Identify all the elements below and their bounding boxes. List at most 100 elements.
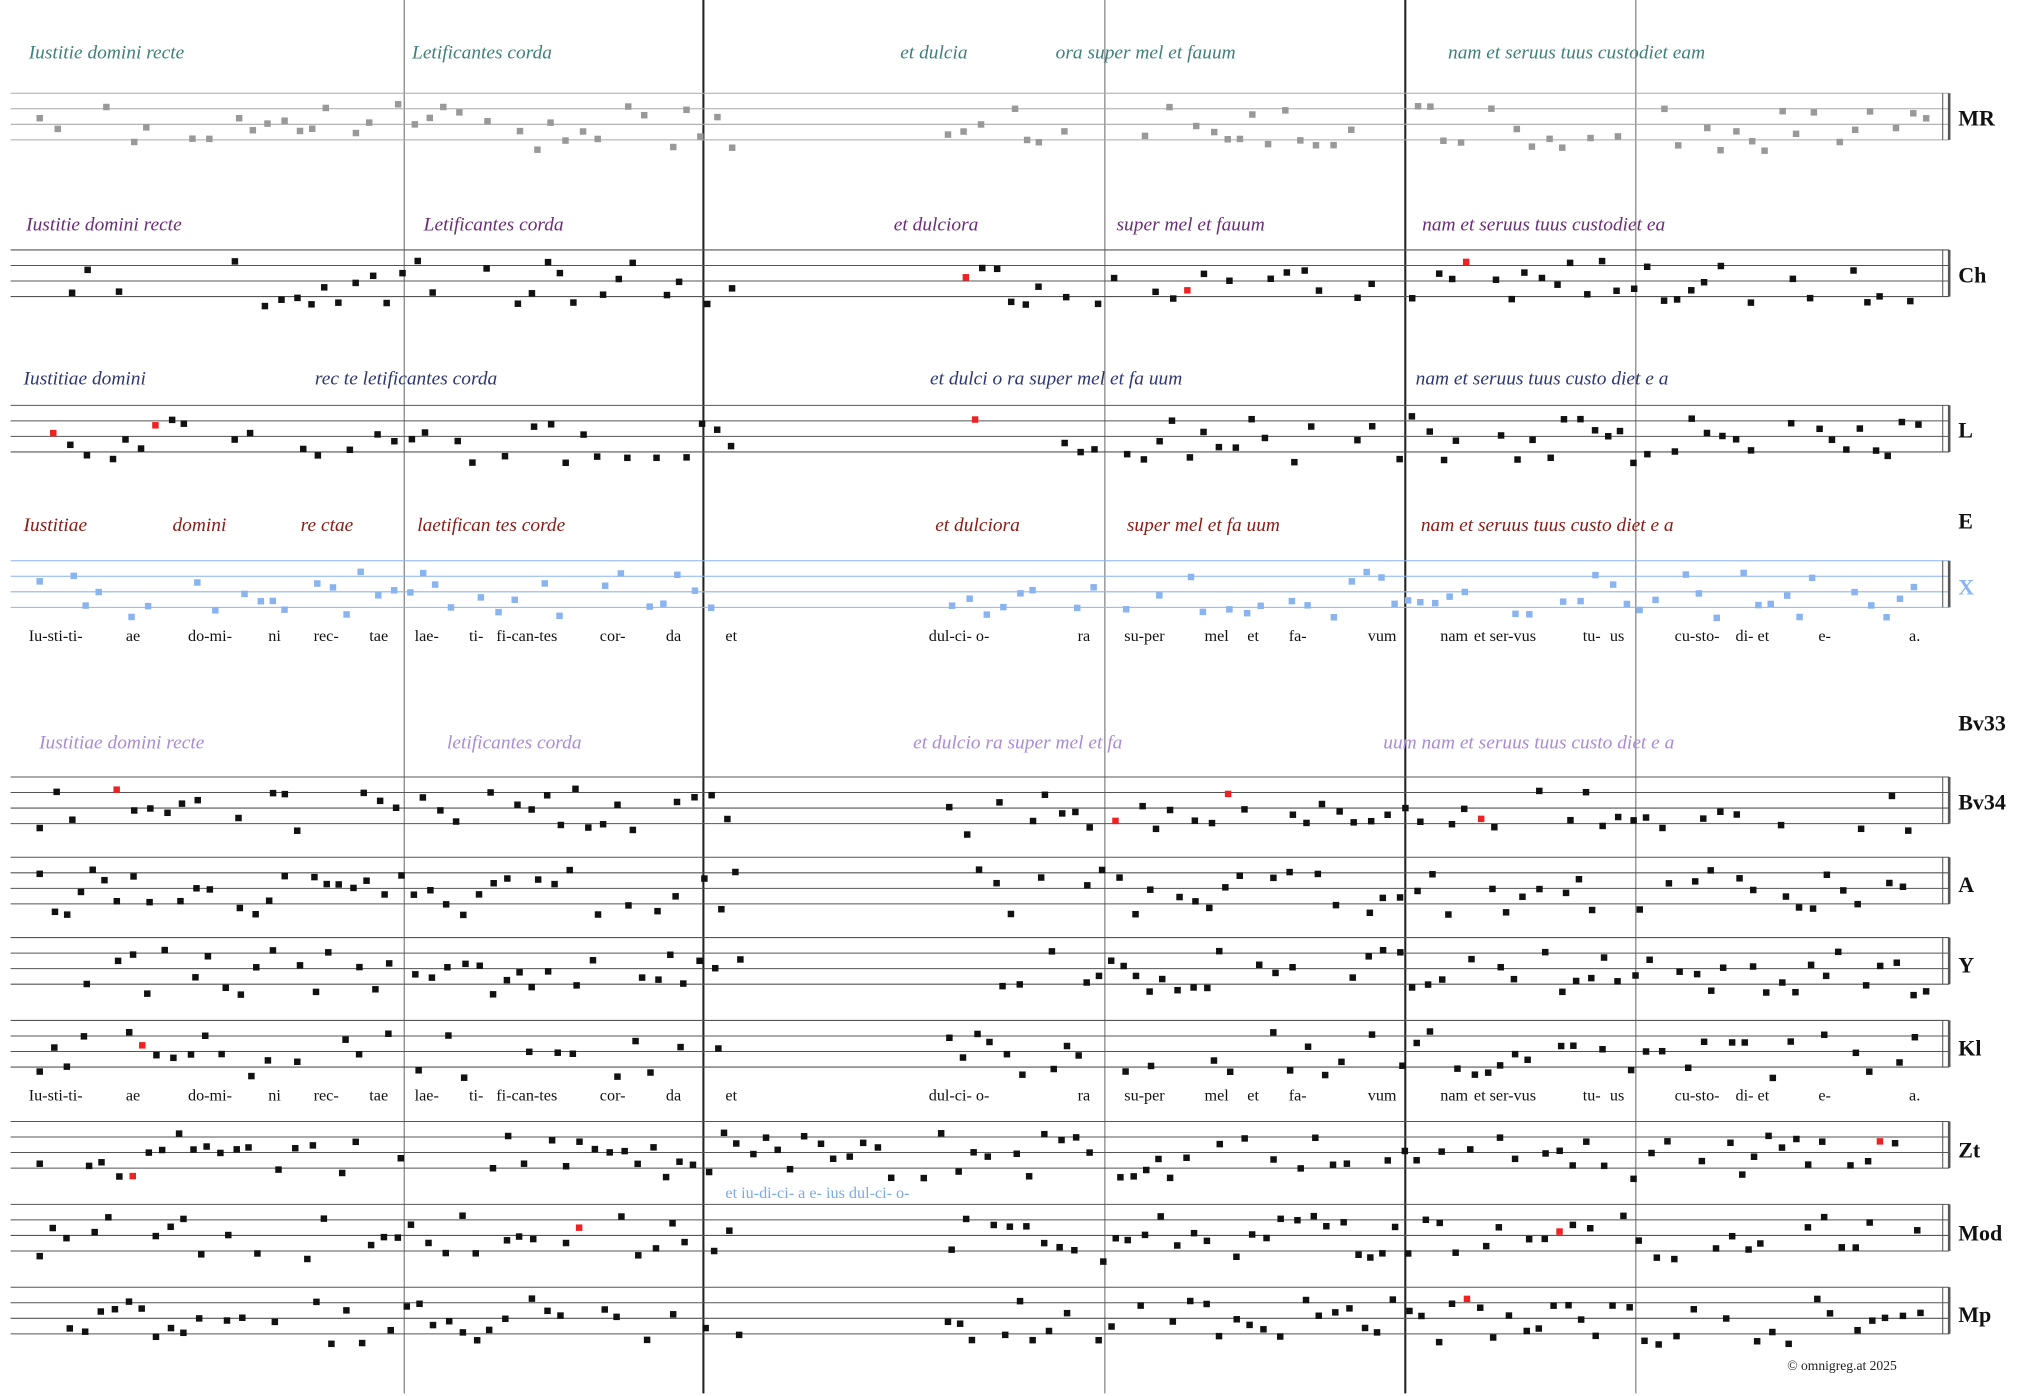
neume: [239, 1314, 246, 1321]
neume: [1688, 287, 1695, 294]
neume: [1318, 800, 1326, 808]
neume: [683, 454, 690, 461]
neume: [1911, 1033, 1919, 1041]
neume: [281, 790, 289, 798]
neume: [170, 1054, 177, 1062]
neume: [1505, 1312, 1513, 1319]
neume: [1224, 136, 1231, 143]
neume: [1605, 433, 1612, 440]
lyric-syllable: tae: [369, 628, 388, 645]
neume: [511, 596, 518, 604]
neume: [1286, 868, 1293, 876]
neume: [1700, 815, 1707, 822]
neume: [241, 590, 248, 598]
neume: [948, 602, 956, 609]
neume: [1747, 447, 1755, 454]
neume: [116, 1173, 123, 1180]
neume: [1157, 1213, 1164, 1220]
neume: [662, 1173, 670, 1181]
neume: [1233, 1253, 1240, 1261]
neume: [1712, 1245, 1720, 1252]
neume: [356, 963, 363, 971]
neume: [128, 613, 135, 621]
neume: [1482, 1242, 1490, 1250]
neume: [429, 289, 436, 296]
neume: [1852, 1049, 1860, 1057]
neume: [1676, 968, 1683, 975]
neume: [615, 275, 623, 283]
neume: [1884, 452, 1891, 460]
neume: [445, 1032, 452, 1039]
neume: [1445, 911, 1452, 918]
neume: [164, 809, 171, 817]
neume: [352, 129, 360, 137]
neume: [158, 1146, 166, 1154]
neume: [1565, 1301, 1572, 1309]
neume: [670, 143, 677, 151]
neume: [1363, 568, 1370, 576]
lyric-syllable: mel: [1205, 1088, 1230, 1105]
neume: [385, 960, 393, 967]
neume: [1769, 1074, 1777, 1082]
handwritten-text: nam et seruus tuus custodiet eam: [1448, 42, 1705, 63]
neume: [1029, 586, 1036, 594]
neume: [1107, 957, 1115, 964]
neume: [1216, 947, 1223, 955]
neume: [1922, 988, 1930, 995]
neume: [669, 1311, 677, 1318]
neume: [70, 572, 77, 580]
neume: [1896, 595, 1904, 602]
neume: [1658, 1047, 1666, 1055]
neume: [1536, 787, 1543, 795]
neume: [1814, 1295, 1821, 1303]
neume: [1526, 611, 1533, 618]
neume: [1429, 871, 1436, 878]
neume: [501, 452, 509, 460]
neume: [1600, 954, 1608, 961]
neume: [1192, 898, 1199, 905]
neume: [1013, 1150, 1020, 1158]
neume: [1391, 1223, 1399, 1231]
neume: [129, 951, 137, 958]
neume: [733, 1140, 740, 1147]
neume: [85, 1162, 93, 1170]
neume: [1277, 1215, 1284, 1223]
neume: [419, 569, 427, 577]
neume: [407, 589, 414, 596]
neume: [1660, 297, 1668, 304]
neume: [562, 1163, 570, 1170]
neume: [1315, 287, 1323, 294]
neume: [1514, 456, 1521, 463]
neume: [1191, 817, 1199, 824]
neume: [1671, 1255, 1678, 1263]
neume: [1765, 1132, 1772, 1140]
neume: [1866, 108, 1874, 115]
neume: [1626, 1304, 1633, 1311]
neume: [1769, 1328, 1776, 1336]
neume: [1011, 105, 1019, 113]
neume: [1750, 1153, 1758, 1160]
neume: [187, 1051, 195, 1058]
neume: [1210, 1057, 1218, 1064]
staff-label: L: [1958, 418, 1973, 443]
neume: [1872, 447, 1880, 454]
neume: [629, 826, 637, 834]
neume: [1203, 1300, 1210, 1308]
neume: [89, 866, 96, 873]
neume: [1367, 1254, 1374, 1261]
neume: [640, 111, 648, 119]
neume: [1866, 1068, 1873, 1075]
neume: [1476, 1304, 1484, 1311]
neume: [1836, 138, 1844, 146]
neume: [1146, 988, 1153, 995]
neume: [1740, 569, 1747, 577]
neume: [1497, 432, 1505, 439]
neume: [977, 121, 985, 128]
neume: [1141, 132, 1149, 140]
neume: [109, 455, 117, 463]
neume: [1748, 137, 1756, 145]
neume: [1569, 1221, 1577, 1229]
lyric-syllable: et ser-vus: [1474, 628, 1536, 645]
neume: [1588, 974, 1595, 982]
neume: [1559, 988, 1566, 996]
